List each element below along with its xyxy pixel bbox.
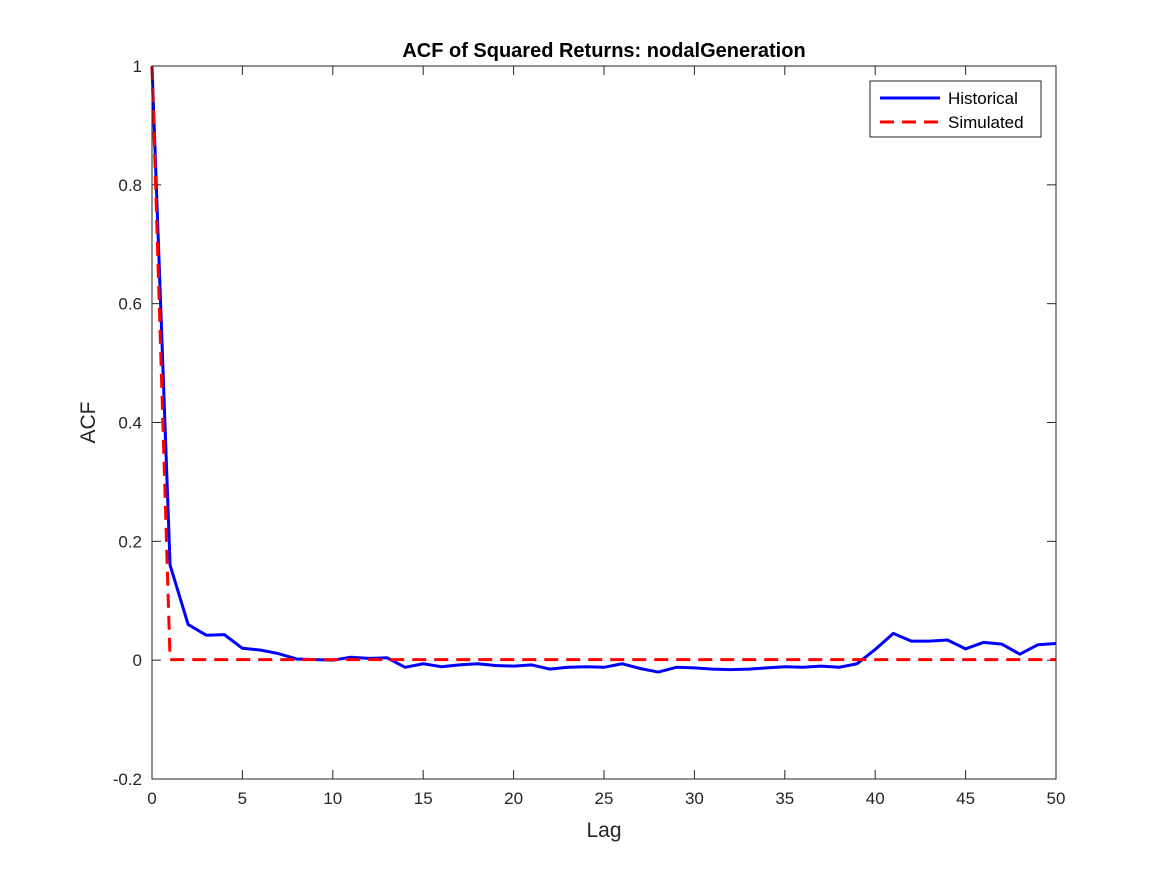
y-tick-label: 0.2 (118, 532, 142, 551)
x-tick-label: 40 (866, 789, 885, 808)
series-line-simulated (150, 65, 1056, 662)
y-tick-label: 1 (133, 57, 142, 76)
x-tick-label: 25 (595, 789, 614, 808)
x-tick-label: 30 (685, 789, 704, 808)
plot-background (152, 66, 1056, 779)
y-tick-label: 0 (133, 651, 142, 670)
y-tick-label: 0.6 (118, 295, 142, 314)
y-tick-label: 0.8 (118, 176, 142, 195)
legend: Historical Simulated (869, 80, 1042, 138)
y-tick-label: 0.4 (118, 414, 142, 433)
x-tick-label: 15 (414, 789, 433, 808)
legend-box (869, 80, 1042, 138)
legend-label-simulated: Simulated (948, 113, 1024, 132)
legend-label-historical: Historical (948, 89, 1018, 108)
x-tick-label: 35 (775, 789, 794, 808)
chart-title: ACF of Squared Returns: nodalGeneration (402, 40, 805, 62)
x-tick-label: 10 (323, 789, 342, 808)
x-tick-label: 20 (504, 789, 523, 808)
x-tick-label: 5 (238, 789, 247, 808)
x-tick-label: 0 (147, 789, 156, 808)
plot-area: 0 5 10 15 20 25 30 35 40 45 50 -0.2 0 0.2 0.4 0.6 0.8 1 (113, 57, 1066, 808)
axis-ticks: 0 5 10 15 20 25 30 35 40 45 50 -0.2 0 0.2 0.4 0.6 0.8 1 (113, 57, 1066, 808)
y-tick-label: -0.2 (113, 770, 142, 789)
x-axis-label: Lag (586, 819, 621, 842)
x-tick-label: 50 (1047, 789, 1066, 808)
series-layer (150, 65, 1057, 674)
x-tick-label: 45 (956, 789, 975, 808)
axes-box (151, 65, 1057, 780)
y-axis-label: ACF (77, 402, 100, 444)
